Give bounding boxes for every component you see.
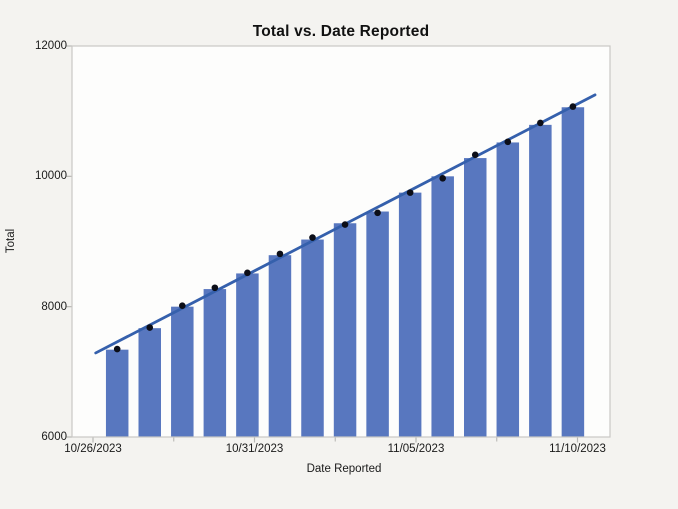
bar [333,223,357,437]
scatter-dot [504,138,512,146]
x-tick-label: 11/05/2023 [387,443,445,455]
scatter-dot [113,345,121,353]
scatter-dot [179,302,186,309]
y-tick-label: 12000 [35,40,67,52]
bar [138,328,161,437]
scatter-dot [309,234,316,241]
x-tick-label: 10/26/2023 [64,443,122,455]
bar [268,255,292,437]
bar [203,289,227,437]
bar [496,142,520,438]
bar [431,176,454,438]
bar [398,192,422,437]
scatter-dot [211,284,219,292]
scatter-dot [374,209,381,217]
scatter-dot [439,174,447,182]
y-tick-label: 10000 [35,170,67,183]
x-tick-label: 11/10/2023 [549,443,606,455]
scatter-dot [146,324,154,331]
bar [171,306,194,437]
bar [236,273,259,437]
y-axis-title: Total [5,228,17,254]
bar [561,107,585,438]
x-axis-title: Date Reported [306,463,382,475]
bar [105,349,129,437]
scatter-dot [341,221,349,228]
y-tick-label: 6000 [41,431,67,443]
scatter-dot [406,189,414,196]
scatter-dot [537,119,544,127]
scatter-dot [276,250,284,258]
scatter-dot [244,269,251,277]
plot-border [71,45,611,438]
bar [464,158,487,437]
bar [301,239,324,437]
bar [366,211,389,437]
scatter-dot [471,151,479,159]
x-tick-label: 10/31/2023 [225,443,284,455]
chart-title: Total vs. Date Reported [252,23,430,40]
bar [529,124,552,437]
y-tick-label: 8000 [41,300,67,313]
scatter-dot [569,103,577,110]
